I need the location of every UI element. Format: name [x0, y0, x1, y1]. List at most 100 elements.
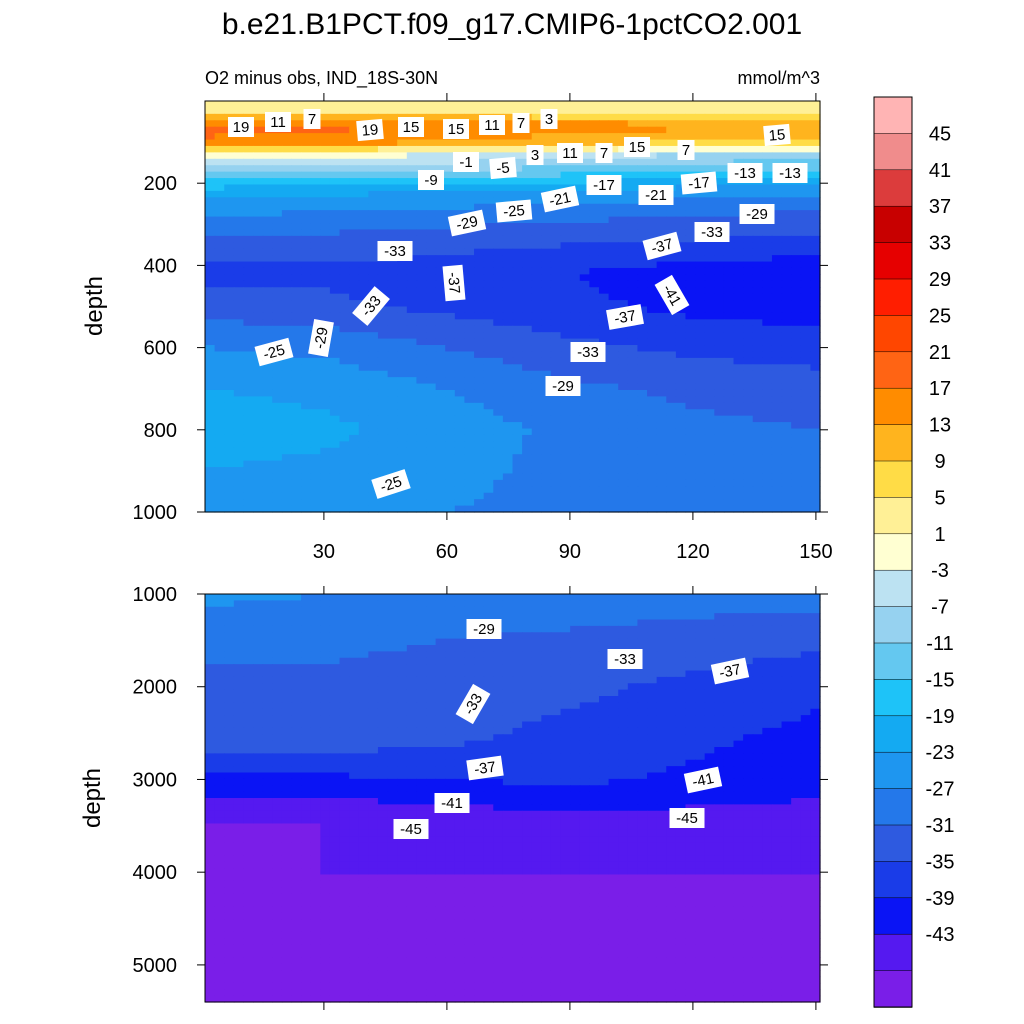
upper-field-cell — [512, 235, 523, 243]
upper-field-cell — [752, 505, 763, 513]
upper-field-cell — [445, 101, 456, 109]
upper-field-cell — [656, 473, 667, 481]
upper-field-cell — [810, 133, 821, 141]
upper-field-cell — [656, 460, 667, 468]
lower-field-cell — [205, 625, 216, 633]
upper-field-cell — [502, 441, 514, 449]
upper-field-cell — [349, 370, 360, 378]
lower-field-cell — [253, 632, 264, 640]
upper-field-cell — [214, 319, 225, 327]
lower-field-cell — [329, 651, 341, 659]
upper-field-cell — [723, 409, 735, 417]
upper-field-cell — [474, 171, 485, 179]
upper-field-cell — [560, 409, 571, 417]
upper-field-cell — [627, 441, 639, 449]
lower-field-cell — [397, 645, 408, 652]
upper-field-cell — [675, 499, 687, 507]
upper-field-cell — [406, 261, 418, 269]
upper-field-cell — [560, 351, 571, 359]
upper-field-cell — [762, 473, 773, 481]
upper-field-cell — [281, 383, 293, 391]
upper-field-cell — [291, 505, 302, 513]
upper-field-cell — [771, 293, 783, 301]
upper-field-cell — [675, 428, 687, 436]
upper-field-cell — [483, 402, 494, 410]
upper-field-cell — [627, 171, 639, 179]
upper-field-cell — [685, 473, 696, 481]
upper-field-cell — [368, 409, 379, 417]
upper-field-cell — [320, 454, 331, 462]
upper-field-cell — [522, 415, 533, 423]
upper-field-cell — [406, 499, 418, 507]
upper-field-cell — [666, 126, 677, 134]
upper-field-cell — [570, 248, 581, 256]
upper-field-cell — [349, 357, 360, 365]
upper-field-cell — [627, 216, 639, 224]
upper-contour-label-box — [398, 117, 424, 137]
upper-field-cell — [531, 415, 542, 423]
upper-field-cell — [695, 145, 706, 153]
upper-field-cell — [493, 351, 504, 359]
lower-field-cell — [474, 645, 485, 652]
upper-field-cell — [550, 351, 562, 359]
upper-field-cell — [301, 171, 312, 179]
lower-field-cell — [743, 645, 754, 652]
lower-field-cell — [522, 613, 533, 621]
upper-field-cell — [627, 428, 639, 436]
upper-field-cell — [493, 377, 504, 385]
upper-field-cell — [714, 460, 725, 468]
upper-field-cell — [310, 370, 321, 378]
lower-field-cell — [570, 606, 581, 614]
upper-field-cell — [781, 357, 792, 365]
upper-field-cell — [550, 184, 562, 192]
upper-field-cell — [618, 152, 629, 160]
upper-field-cell — [483, 216, 494, 224]
upper-field-cell — [502, 486, 514, 494]
upper-field-cell — [416, 255, 427, 263]
upper-field-cell — [502, 409, 514, 417]
upper-field-cell — [685, 389, 696, 397]
upper-field-cell — [502, 133, 514, 141]
upper-field-cell — [262, 165, 273, 173]
upper-field-cell — [512, 255, 523, 263]
upper-field-cell — [339, 351, 350, 359]
upper-field-cell — [205, 145, 216, 153]
upper-field-cell — [416, 242, 427, 250]
upper-field-cell — [800, 389, 811, 397]
upper-field-cell — [810, 441, 821, 449]
lower-field-cell — [291, 664, 302, 672]
upper-field-cell — [531, 248, 542, 256]
upper-field-cell — [502, 422, 514, 430]
upper-field-cell — [474, 229, 485, 237]
upper-field-cell — [377, 145, 389, 153]
upper-field-cell — [810, 345, 821, 353]
upper-field-cell — [445, 190, 456, 198]
upper-field-cell — [627, 473, 639, 481]
upper-field-cell — [339, 145, 350, 153]
upper-field-cell — [627, 338, 639, 346]
upper-field-cell — [637, 101, 648, 109]
upper-field-cell — [762, 235, 773, 243]
upper-field-cell — [205, 479, 216, 487]
upper-field-cell — [416, 377, 427, 385]
upper-field-cell — [205, 434, 216, 442]
upper-field-cell — [627, 223, 639, 231]
upper-field-cell — [810, 505, 821, 513]
upper-field-cell — [358, 377, 369, 385]
lower-field-cell — [387, 645, 398, 652]
upper-field-cell — [426, 274, 437, 282]
upper-field-cell — [205, 312, 216, 320]
lower-field-cell — [570, 651, 581, 659]
upper-field-cell — [762, 145, 773, 153]
upper-field-cell — [627, 499, 639, 507]
upper-field-cell — [791, 499, 802, 507]
upper-contour-label-box — [694, 222, 730, 242]
upper-field-cell — [320, 139, 331, 147]
upper-field-cell — [647, 223, 658, 231]
upper-field-cell — [618, 280, 629, 288]
lower-field-cell — [791, 600, 802, 608]
upper-field-cell — [627, 280, 639, 288]
upper-field-cell — [781, 107, 792, 115]
upper-field-cell — [579, 171, 590, 179]
upper-field-cell — [339, 499, 350, 507]
